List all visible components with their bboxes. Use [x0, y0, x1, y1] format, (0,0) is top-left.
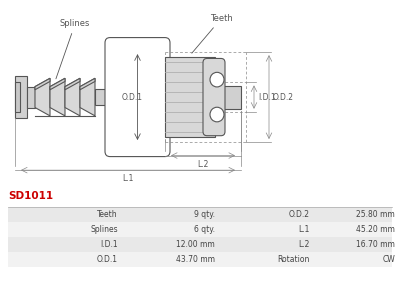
- Text: O.D.1: O.D.1: [122, 93, 143, 102]
- FancyBboxPatch shape: [105, 37, 170, 156]
- Text: L.1: L.1: [122, 174, 134, 183]
- Circle shape: [210, 107, 224, 122]
- Bar: [8, 252, 392, 267]
- Text: 9 qty.: 9 qty.: [194, 210, 215, 219]
- Text: I.D.1: I.D.1: [258, 93, 276, 102]
- Bar: [165, 57, 215, 137]
- Polygon shape: [65, 78, 80, 116]
- Text: L.2: L.2: [299, 240, 310, 249]
- Text: O.D.2: O.D.2: [289, 210, 310, 219]
- Text: O.D.2: O.D.2: [273, 93, 294, 102]
- Text: 16.70 mm: 16.70 mm: [356, 240, 395, 249]
- Text: SD1011: SD1011: [8, 191, 53, 201]
- Text: 6 qty.: 6 qty.: [194, 225, 215, 234]
- Text: L.1: L.1: [299, 225, 310, 234]
- Text: 25.80 mm: 25.80 mm: [356, 210, 395, 219]
- Bar: [15, 82, 20, 112]
- Text: Rotation: Rotation: [278, 255, 310, 264]
- Bar: [223, 85, 241, 108]
- Text: 45.20 mm: 45.20 mm: [356, 225, 395, 234]
- Bar: [95, 89, 110, 105]
- Text: CW: CW: [382, 255, 395, 264]
- Polygon shape: [65, 78, 80, 90]
- Polygon shape: [50, 78, 65, 90]
- Circle shape: [210, 72, 224, 87]
- Bar: [8, 222, 392, 237]
- Text: O.D.1: O.D.1: [97, 255, 118, 264]
- Bar: [15, 76, 27, 118]
- Text: Splines: Splines: [90, 225, 118, 234]
- Text: Teeth: Teeth: [97, 210, 118, 219]
- Bar: [8, 207, 392, 222]
- Polygon shape: [35, 78, 50, 116]
- Polygon shape: [50, 78, 65, 116]
- Text: Splines: Splines: [56, 19, 90, 79]
- FancyBboxPatch shape: [203, 59, 225, 136]
- Bar: [27, 87, 35, 108]
- Polygon shape: [35, 78, 50, 90]
- Text: Teeth: Teeth: [192, 14, 233, 53]
- Bar: [8, 237, 392, 252]
- Text: 12.00 mm: 12.00 mm: [176, 240, 215, 249]
- Polygon shape: [80, 78, 95, 116]
- Text: I.D.1: I.D.1: [100, 240, 118, 249]
- Text: 43.70 mm: 43.70 mm: [176, 255, 215, 264]
- Text: L.2: L.2: [197, 160, 209, 169]
- Polygon shape: [80, 78, 95, 90]
